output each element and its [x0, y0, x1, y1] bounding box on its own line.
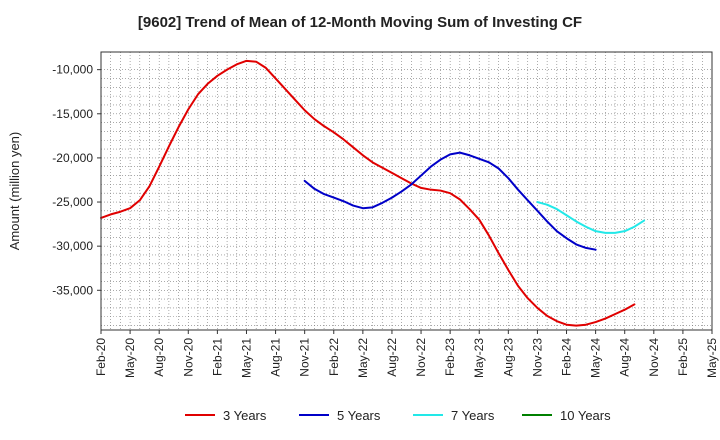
legend-item-5-years: 5 Years	[299, 408, 381, 423]
y-axis-title: Amount (million yen)	[7, 132, 22, 251]
legend-item-7-years: 7 Years	[413, 408, 495, 423]
series-line-5-years	[303, 151, 597, 251]
x-tick-label: May-24	[589, 338, 603, 378]
x-tick-label: May-23	[472, 338, 486, 378]
x-tick-label: Feb-23	[443, 338, 457, 376]
legend-label: 3 Years	[223, 408, 267, 423]
y-tick-label: -35,000	[52, 283, 93, 297]
x-tick-label: May-20	[123, 338, 137, 378]
y-tick-label: -20,000	[52, 151, 93, 165]
y-tick-label: -30,000	[52, 239, 93, 253]
x-tick-label: Aug-24	[618, 338, 632, 377]
x-tick-label: Nov-23	[530, 338, 544, 377]
x-tick-label: May-21	[239, 338, 253, 378]
series-line-7-years	[536, 201, 646, 234]
chart-title: [9602] Trend of Mean of 12-Month Moving …	[137, 14, 583, 31]
legend-label: 7 Years	[451, 408, 495, 423]
x-tick-label: Aug-22	[385, 338, 399, 377]
legend-label: 10 Years	[560, 408, 611, 423]
x-tick-label: Feb-24	[560, 338, 574, 376]
x-tick-label: Aug-23	[501, 338, 515, 377]
y-tick-label: -25,000	[52, 195, 93, 209]
y-tick-label: -15,000	[52, 107, 93, 121]
x-tick-label: Feb-21	[210, 338, 224, 376]
legend-item-3-years: 3 Years	[185, 408, 267, 423]
series-line-3-years	[100, 59, 636, 327]
plot-area	[101, 52, 712, 330]
x-tick-label: Feb-25	[676, 338, 690, 376]
x-tick-label: Nov-24	[647, 338, 661, 377]
legend-label: 5 Years	[337, 408, 381, 423]
x-tick-label: Nov-20	[181, 338, 195, 377]
x-tick-label: Aug-21	[269, 338, 283, 377]
x-tick-label: Feb-20	[94, 338, 108, 376]
x-tick-label: Nov-21	[298, 338, 312, 377]
plot-border	[100, 51, 713, 331]
x-tick-label: Aug-20	[152, 338, 166, 377]
legend-item-10-years: 10 Years	[522, 408, 611, 423]
x-tick-label: Feb-22	[327, 338, 341, 376]
y-tick-label: -10,000	[52, 63, 93, 77]
x-tick-label: May-22	[356, 338, 370, 378]
x-tick-label: Nov-22	[414, 338, 428, 377]
x-tick-label: May-25	[705, 338, 719, 378]
